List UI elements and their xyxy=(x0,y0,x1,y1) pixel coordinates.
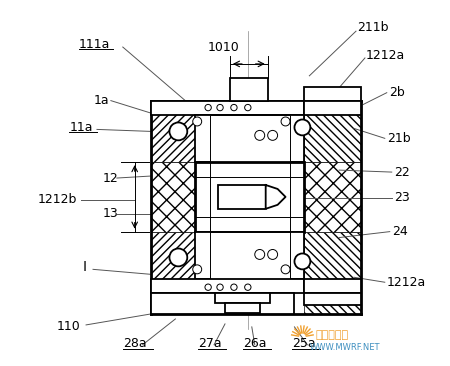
Bar xyxy=(151,232,195,314)
Circle shape xyxy=(231,284,237,290)
Circle shape xyxy=(193,117,202,126)
Bar xyxy=(218,185,266,209)
Text: 27a: 27a xyxy=(198,337,222,350)
Circle shape xyxy=(205,104,211,111)
Text: 211b: 211b xyxy=(357,21,388,34)
Bar xyxy=(195,115,304,162)
Circle shape xyxy=(205,284,211,290)
Text: 26a: 26a xyxy=(243,337,266,350)
Text: 25a: 25a xyxy=(292,337,316,350)
Text: 21b: 21b xyxy=(387,132,410,145)
Text: 1a: 1a xyxy=(94,94,110,107)
Bar xyxy=(151,101,195,162)
Bar xyxy=(304,87,361,101)
Bar xyxy=(230,78,268,101)
Text: 12: 12 xyxy=(103,172,119,184)
Circle shape xyxy=(245,104,251,111)
Bar xyxy=(195,162,304,232)
Circle shape xyxy=(193,265,202,274)
Text: 24: 24 xyxy=(392,225,407,238)
Circle shape xyxy=(217,104,223,111)
Circle shape xyxy=(281,265,290,274)
Circle shape xyxy=(231,104,237,111)
Bar xyxy=(289,115,304,162)
Bar xyxy=(304,101,361,115)
Bar xyxy=(195,232,304,279)
Bar xyxy=(210,115,289,162)
Bar xyxy=(304,293,361,305)
Text: 22: 22 xyxy=(394,165,410,179)
Bar xyxy=(195,115,210,162)
Bar xyxy=(289,162,304,232)
Text: 微波射频网: 微波射频网 xyxy=(315,330,348,340)
Text: I: I xyxy=(83,260,87,274)
Text: 111a: 111a xyxy=(79,38,111,51)
Bar xyxy=(151,293,294,314)
Bar xyxy=(151,279,304,293)
Bar xyxy=(195,162,210,232)
Circle shape xyxy=(268,130,278,140)
Circle shape xyxy=(255,250,265,259)
Circle shape xyxy=(281,117,290,126)
Circle shape xyxy=(294,254,310,269)
Text: 1212a: 1212a xyxy=(387,276,426,289)
Text: 1212b: 1212b xyxy=(37,193,77,206)
Bar xyxy=(225,303,260,313)
Text: 2b: 2b xyxy=(389,86,405,99)
Circle shape xyxy=(268,250,278,259)
Circle shape xyxy=(255,130,265,140)
Bar xyxy=(151,101,304,115)
Text: 11a: 11a xyxy=(69,121,93,134)
Circle shape xyxy=(294,119,310,135)
Circle shape xyxy=(217,284,223,290)
Circle shape xyxy=(245,284,251,290)
Bar xyxy=(215,293,270,303)
Bar xyxy=(304,232,361,314)
Polygon shape xyxy=(266,185,278,209)
Text: 1212a: 1212a xyxy=(366,49,405,63)
Bar xyxy=(289,232,304,279)
Bar xyxy=(151,162,195,232)
Text: 110: 110 xyxy=(56,320,80,333)
Bar xyxy=(195,232,210,279)
Circle shape xyxy=(170,123,187,140)
Text: 13: 13 xyxy=(103,207,119,220)
Bar xyxy=(210,232,289,279)
Circle shape xyxy=(170,249,187,266)
Text: WWW.MWRF.NET: WWW.MWRF.NET xyxy=(309,343,380,352)
Text: 23: 23 xyxy=(394,191,410,204)
Text: 28a: 28a xyxy=(123,337,146,350)
Text: 1010: 1010 xyxy=(208,41,240,53)
Bar xyxy=(304,162,361,232)
Bar xyxy=(304,101,361,162)
Bar xyxy=(304,279,361,293)
